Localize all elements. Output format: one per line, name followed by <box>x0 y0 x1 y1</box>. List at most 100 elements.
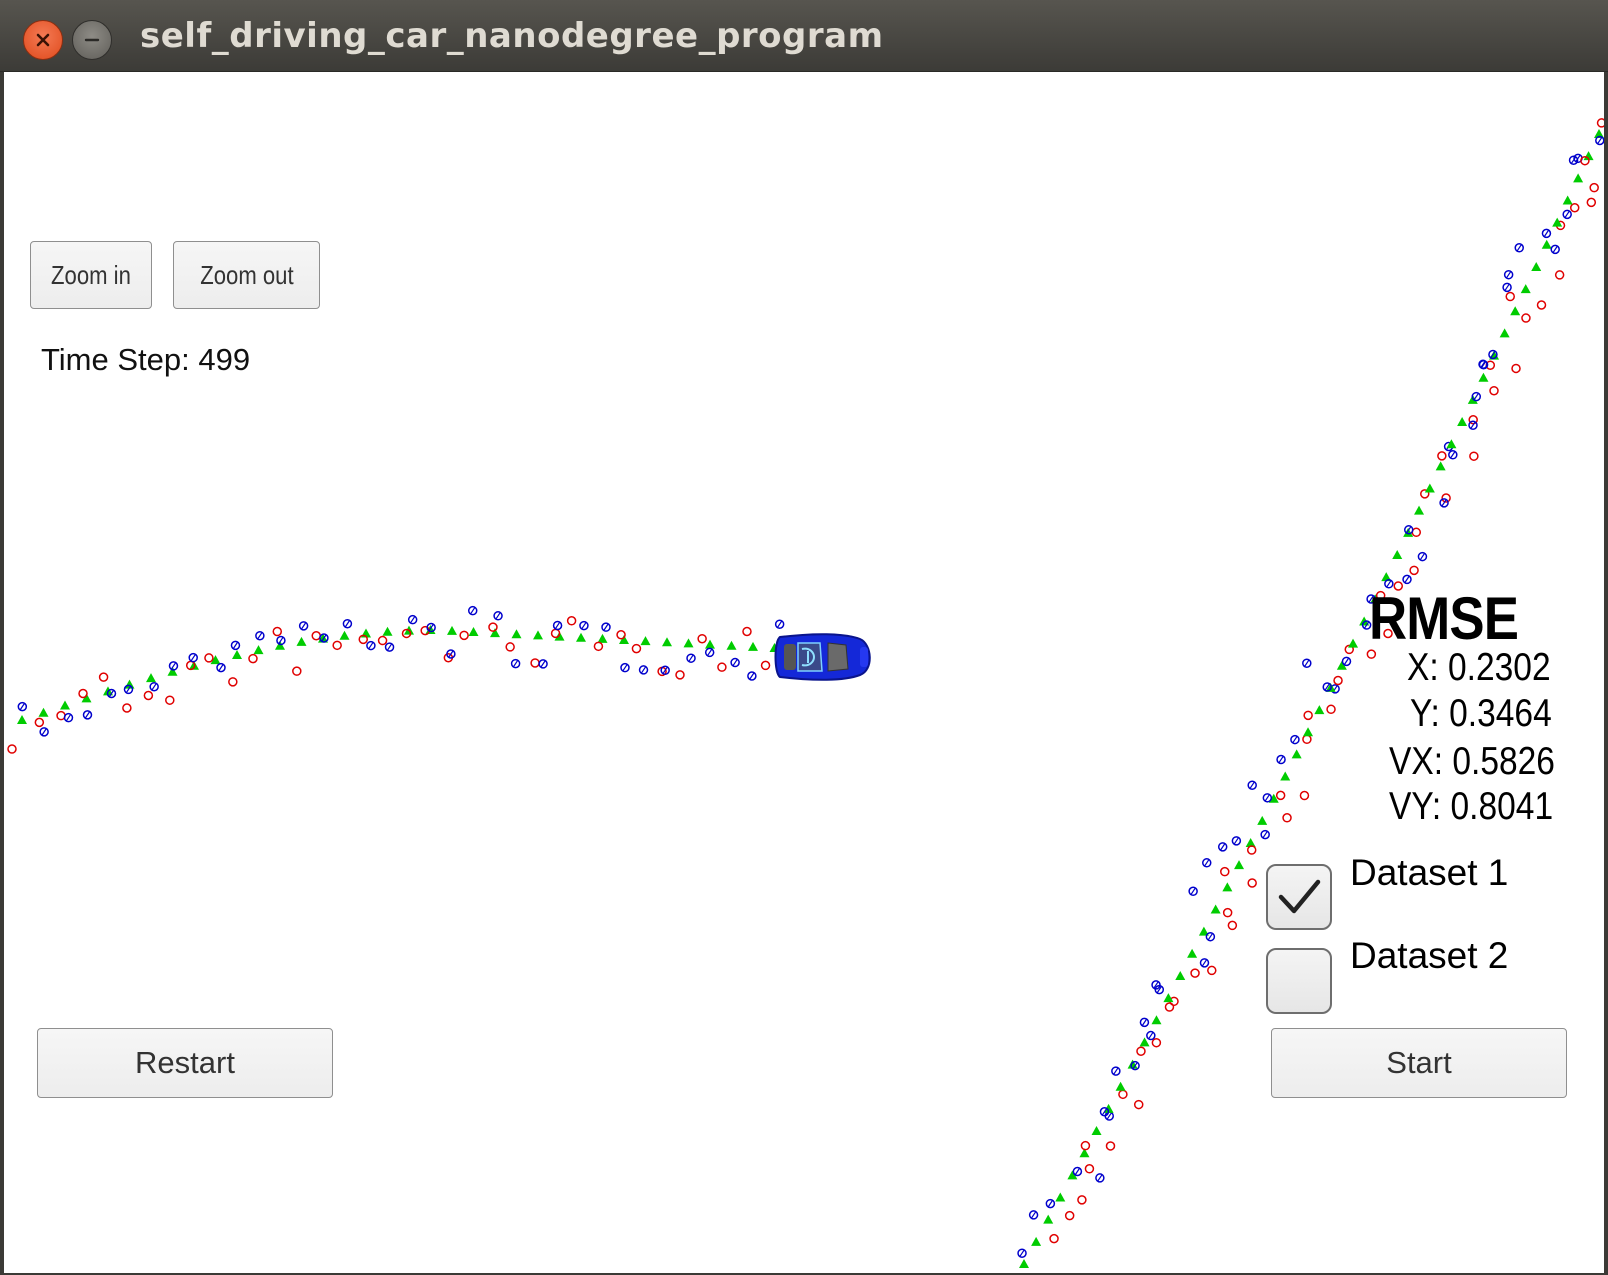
estimate-marker <box>1594 129 1604 138</box>
start-button[interactable]: Start <box>1271 1028 1567 1098</box>
lidar-marker <box>143 690 154 701</box>
estimate-marker <box>1234 860 1245 870</box>
zoom-out-label: Zoom out <box>199 259 294 290</box>
radar-marker-tick <box>1480 360 1486 368</box>
estimate-marker <box>1303 727 1314 737</box>
dataset-1-checkbox[interactable] <box>1266 864 1332 930</box>
lidar-marker <box>697 633 707 644</box>
radar-marker-tick <box>1190 887 1196 895</box>
dataset-2-label[interactable]: Dataset 2 <box>1350 935 1509 976</box>
close-button[interactable] <box>23 20 63 60</box>
lidar-marker <box>717 662 727 672</box>
radar-marker <box>384 642 395 652</box>
lidar-marker <box>1275 790 1286 801</box>
simulator-canvas: Zoom in Zoom out Time Step: 499 RMSE X: … <box>4 72 1604 1273</box>
zoom-out-button[interactable]: Zoom out <box>173 241 320 309</box>
dataset-1-label[interactable]: Dataset 1 <box>1350 852 1509 893</box>
radar-marker <box>1139 1017 1150 1028</box>
estimate-marker <box>640 636 651 646</box>
estimate-marker <box>619 635 629 644</box>
lidar-marker <box>1118 1089 1128 1100</box>
lidar-marker <box>1586 197 1597 208</box>
radar-marker <box>1247 780 1257 790</box>
lidar-marker <box>1366 649 1377 659</box>
radar-marker-tick <box>448 650 454 658</box>
radar-marker-tick <box>1031 1211 1037 1219</box>
lidar-marker <box>1505 291 1515 302</box>
estimate-marker <box>1210 904 1221 914</box>
estimate-marker <box>275 640 285 650</box>
radar-marker-tick <box>1148 1032 1154 1039</box>
estimate-marker <box>1280 771 1291 781</box>
radar-marker-tick <box>1564 211 1570 218</box>
radar-marker <box>1366 594 1376 604</box>
estimate-marker <box>1103 1103 1114 1113</box>
radar-marker-tick <box>84 711 90 719</box>
estimate-marker <box>1031 1236 1042 1246</box>
estimate-marker <box>683 638 694 648</box>
radar-marker-tick <box>1481 361 1487 369</box>
radar-marker <box>1199 958 1210 968</box>
title-bar: self_driving_car_nanodegree_program <box>0 0 1608 72</box>
radar-marker <box>168 661 179 671</box>
estimate-marker <box>1139 1037 1150 1047</box>
radar-marker-tick <box>428 624 434 631</box>
radar-marker-tick <box>1074 1168 1080 1175</box>
estimate-marker <box>1222 882 1233 892</box>
radar-marker <box>1262 793 1273 803</box>
estimate-marker <box>1067 1170 1078 1180</box>
radar-marker-tick <box>662 666 668 674</box>
estimate-marker <box>1424 483 1435 493</box>
restart-button[interactable]: Restart <box>37 1028 333 1098</box>
lidar-marker <box>1536 300 1547 310</box>
radar-marker <box>1417 551 1428 562</box>
radar-marker <box>1514 243 1524 253</box>
lidar-marker <box>1411 527 1422 538</box>
lidar-marker <box>98 672 109 682</box>
radar-marker <box>660 665 670 676</box>
radar-marker <box>1045 1198 1056 1209</box>
radar-marker <box>1099 1107 1110 1117</box>
lidar-marker <box>358 634 369 645</box>
radar-marker-tick <box>540 660 546 668</box>
radar-marker <box>1322 682 1332 692</box>
estimate-marker <box>1019 1259 1029 1268</box>
checkmark-icon <box>1278 879 1321 914</box>
close-icon <box>36 33 50 47</box>
minimize-icon <box>84 38 100 42</box>
radar-marker-tick <box>387 643 393 651</box>
dataset-2-checkbox[interactable] <box>1266 948 1332 1014</box>
estimate-marker <box>382 626 393 636</box>
lidar-marker <box>1247 878 1257 888</box>
radar-marker-tick <box>1552 246 1558 253</box>
estimate-marker <box>1457 417 1468 427</box>
radar-marker-tick <box>688 654 694 662</box>
estimate-marker <box>1245 838 1256 848</box>
radar-marker <box>579 620 589 631</box>
estimate-marker <box>339 630 350 640</box>
lidar-marker <box>1064 1210 1075 1221</box>
estimate-marker <box>1043 1214 1054 1224</box>
lidar-marker <box>1554 270 1565 280</box>
estimate-marker <box>253 645 264 655</box>
estimate-marker <box>1314 705 1325 715</box>
estimate-marker <box>726 640 737 650</box>
rmse-vx-value: VX: 0.5826 <box>1389 740 1555 783</box>
lidar-marker <box>631 643 642 654</box>
radar-marker-tick <box>1304 659 1310 667</box>
radar-marker <box>638 665 649 675</box>
radar-marker-tick <box>1113 1067 1119 1075</box>
radar-marker-tick <box>1233 837 1239 845</box>
estimate-marker <box>38 707 49 717</box>
lidar-marker <box>401 628 412 639</box>
lidar-marker <box>1246 845 1257 855</box>
lidar-marker <box>1469 451 1479 461</box>
radar-marker <box>298 621 309 631</box>
lidar-marker <box>1049 1233 1059 1244</box>
radar-marker <box>1130 1060 1140 1071</box>
minimize-button[interactable] <box>72 20 112 60</box>
radar-marker <box>1403 525 1414 535</box>
estimate-marker <box>1573 173 1584 183</box>
radar-marker-tick <box>1419 553 1425 560</box>
zoom-in-button[interactable]: Zoom in <box>30 241 152 309</box>
